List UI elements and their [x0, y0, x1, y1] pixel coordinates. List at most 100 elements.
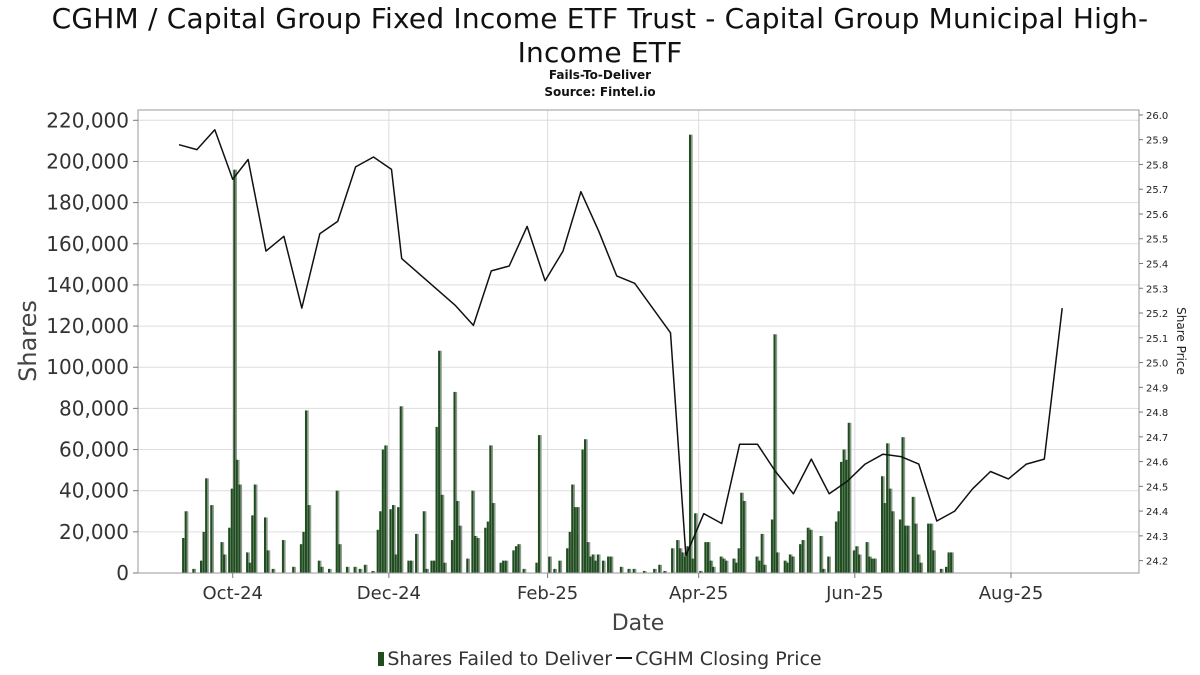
- ftd-bar-shadow: [621, 566, 624, 573]
- ftd-bar: [230, 488, 233, 573]
- ftd-bar: [819, 535, 822, 573]
- legend-line-swatch: [616, 657, 633, 659]
- ftd-bar: [681, 552, 684, 573]
- x-tick-label: Jun-25: [825, 583, 884, 604]
- ftd-bar: [573, 507, 576, 573]
- ftd-bar: [200, 560, 203, 573]
- y2-tick-label: 24.9: [1146, 383, 1168, 394]
- ftd-bar: [671, 548, 674, 573]
- ftd-bar: [735, 562, 738, 573]
- ftd-bar: [571, 484, 574, 573]
- ftd-bar: [776, 552, 779, 573]
- ftd-bar: [335, 490, 338, 573]
- ftd-bar: [799, 544, 802, 573]
- ftd-bar: [845, 459, 848, 573]
- ftd-bar-shadow: [426, 568, 429, 573]
- ftd-bar: [328, 568, 331, 573]
- ftd-bar: [489, 445, 492, 573]
- ftd-bar-shadow: [472, 490, 476, 573]
- x-tick-label: Oct-24: [202, 583, 263, 604]
- y-tick-label: 140,000: [46, 273, 129, 297]
- ftd-bar: [607, 556, 610, 573]
- ftd-bar-shadow: [726, 560, 729, 573]
- ftd-bar: [944, 566, 947, 573]
- y-tick-label: 80,000: [59, 396, 129, 420]
- ftd-bar: [409, 560, 412, 573]
- ftd-bar: [704, 542, 707, 573]
- grid-lines: [138, 110, 1139, 574]
- ftd-bar: [535, 562, 538, 573]
- ftd-bar: [870, 558, 873, 573]
- x-tick-label: Dec-24: [357, 583, 421, 604]
- ftd-bar: [914, 523, 917, 573]
- ftd-bars: [182, 134, 954, 574]
- y-tick-label: 0: [116, 561, 129, 585]
- ftd-bar-shadow: [193, 568, 197, 573]
- ftd-bar: [609, 556, 612, 573]
- ftd-bar: [904, 525, 907, 573]
- ftd-bar: [264, 517, 267, 573]
- y2-tick-label: 25.5: [1146, 235, 1168, 246]
- ftd-bar-shadow: [306, 410, 309, 573]
- ftd-bar: [486, 521, 489, 573]
- ftd-bar: [182, 538, 185, 573]
- ftd-bar-shadow: [424, 511, 427, 573]
- y2-tick-label: 25.1: [1146, 334, 1168, 345]
- ftd-bar-shadow: [690, 134, 693, 573]
- ftd-bar-shadow: [654, 568, 657, 573]
- ftd-bar-shadow: [268, 550, 271, 573]
- y-tick-label: 20,000: [59, 520, 129, 544]
- ftd-bar: [678, 548, 681, 573]
- ftd-bar: [880, 476, 883, 573]
- ftd-bar-shadow: [454, 391, 458, 573]
- ftd-bar-shadow: [539, 435, 542, 573]
- x-tick-label: Feb-25: [517, 583, 578, 604]
- ftd-bar: [430, 560, 433, 573]
- ftd-bar-shadow: [493, 503, 496, 573]
- legend-ftd-label: Shares Failed to Deliver: [387, 648, 613, 670]
- ftd-bar: [576, 507, 579, 573]
- ftd-bar-shadow: [559, 560, 563, 573]
- ftd-bar-shadow: [339, 544, 342, 573]
- ftd-bar: [857, 554, 860, 573]
- y2-tick-label: 25.6: [1146, 210, 1168, 221]
- y-tick-label: 160,000: [46, 232, 129, 256]
- ftd-bar: [345, 566, 348, 573]
- ftd-bar-shadow: [603, 560, 606, 573]
- ftd-bar: [292, 566, 295, 573]
- ftd-bar: [553, 568, 556, 573]
- ftd-bar: [847, 422, 850, 573]
- ftd-bar: [827, 556, 830, 573]
- y2-tick-label: 24.5: [1146, 482, 1168, 493]
- legend-bar-swatch: [378, 652, 385, 666]
- ftd-bar: [642, 570, 645, 573]
- ftd-bar: [407, 560, 410, 573]
- ftd-bar: [686, 546, 689, 573]
- ftd-bar-shadow: [823, 568, 826, 573]
- ftd-bar-shadow: [695, 513, 698, 573]
- ftd-bar: [740, 492, 743, 573]
- ftd-bar-shadow: [554, 568, 557, 573]
- ftd-bar-shadow: [931, 523, 934, 573]
- ftd-bar: [476, 538, 479, 573]
- ftd-bar-shadow: [713, 566, 716, 573]
- ftd-bar: [586, 542, 589, 573]
- ftd-bar: [927, 523, 930, 573]
- ftd-bar-shadow: [764, 564, 767, 573]
- ftd-bar: [522, 568, 525, 573]
- ftd-bar: [233, 169, 236, 574]
- ftd-bar: [709, 560, 712, 573]
- ftd-bar: [601, 560, 604, 573]
- ftd-bar: [760, 533, 763, 573]
- ftd-bar-shadow: [859, 554, 862, 573]
- ftd-bar: [246, 552, 249, 573]
- ftd-bar-shadow: [598, 554, 601, 573]
- ftd-bar: [317, 560, 320, 573]
- ftd-bar: [566, 548, 569, 573]
- ftd-bar: [742, 500, 745, 573]
- ftd-bar: [548, 556, 551, 573]
- ftd-bar: [852, 550, 855, 573]
- y2-axis-title: Share Price: [1174, 307, 1188, 375]
- y2-tick-label: 24.2: [1146, 557, 1168, 568]
- ftd-bar: [939, 568, 942, 573]
